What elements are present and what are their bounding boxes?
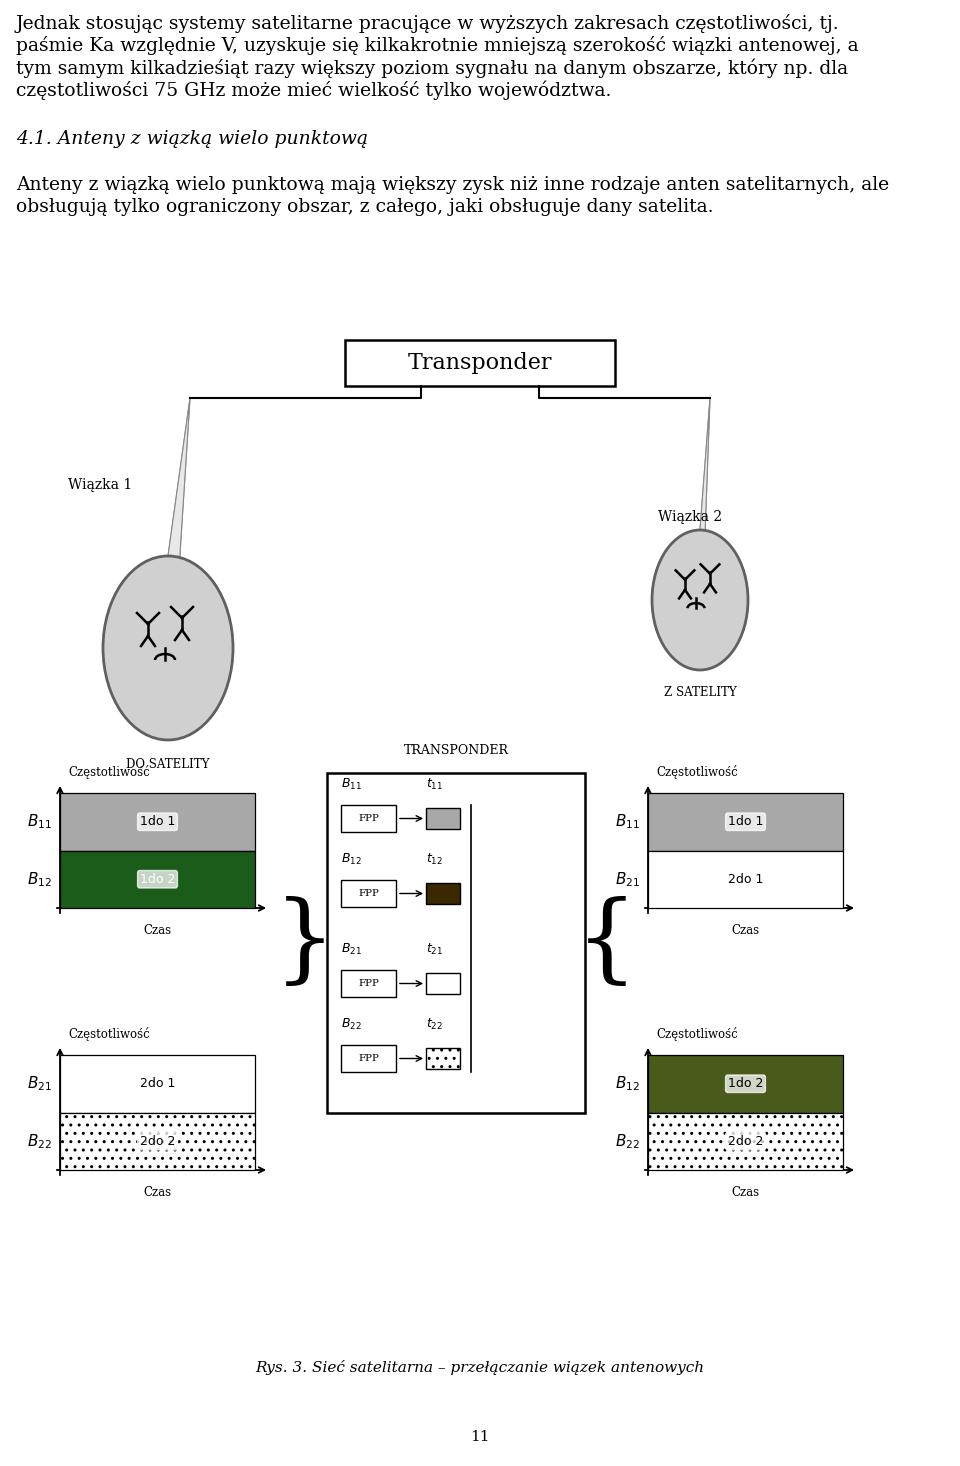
- Bar: [426, 1048, 460, 1069]
- Text: Częstotliwość: Częstotliwość: [68, 1028, 150, 1041]
- Text: 1do 1: 1do 1: [728, 815, 763, 828]
- Bar: [341, 970, 396, 997]
- Ellipse shape: [103, 556, 233, 740]
- Text: $B_{21}$: $B_{21}$: [27, 1075, 52, 1094]
- Text: $t_{12}$: $t_{12}$: [426, 852, 444, 866]
- Text: {: {: [576, 896, 638, 990]
- Bar: [648, 850, 843, 907]
- Bar: [60, 1113, 255, 1170]
- Text: 4.1. Anteny z wiązką wielo punktową: 4.1. Anteny z wiązką wielo punktową: [16, 130, 368, 148]
- Text: $t_{22}$: $t_{22}$: [426, 1017, 444, 1032]
- Text: Wiązka 1: Wiązka 1: [68, 478, 132, 493]
- Bar: [426, 808, 460, 828]
- Polygon shape: [103, 397, 190, 740]
- Text: Częstotliwość: Częstotliwość: [656, 765, 737, 778]
- Text: tym samym kilkadzieśiąt razy większy poziom sygnału na danym obszarze, który np.: tym samym kilkadzieśiąt razy większy poz…: [16, 59, 848, 78]
- Text: FPP: FPP: [358, 979, 379, 988]
- Bar: [60, 850, 255, 907]
- Text: paśmie Ka względnie V, uzyskuje się kilkakrotnie mniejszą szerokość wiązki anten: paśmie Ka względnie V, uzyskuje się kilk…: [16, 37, 858, 56]
- Bar: [345, 340, 615, 386]
- Text: 1do 1: 1do 1: [140, 815, 175, 828]
- Bar: [327, 773, 585, 1113]
- Text: 2do 2: 2do 2: [140, 1135, 175, 1148]
- Text: Z SATELITY: Z SATELITY: [663, 686, 736, 699]
- Text: 1do 2: 1do 2: [140, 872, 175, 885]
- Bar: [341, 880, 396, 907]
- Bar: [60, 1056, 255, 1113]
- Text: DO SATELITY: DO SATELITY: [127, 758, 209, 771]
- Text: $B_{11}$: $B_{11}$: [341, 777, 362, 792]
- Text: TRANSPONDER: TRANSPONDER: [403, 745, 509, 756]
- Text: 1do 2: 1do 2: [728, 1078, 763, 1091]
- Text: FPP: FPP: [358, 814, 379, 822]
- Text: 11: 11: [470, 1429, 490, 1444]
- Bar: [426, 883, 460, 905]
- Text: Częstotliwość: Częstotliwość: [68, 765, 150, 778]
- Text: $B_{11}$: $B_{11}$: [27, 812, 52, 831]
- Text: 2do 2: 2do 2: [728, 1135, 763, 1148]
- Text: $t_{21}$: $t_{21}$: [426, 941, 444, 957]
- Text: Czas: Czas: [143, 924, 172, 937]
- Bar: [648, 1056, 843, 1113]
- Bar: [648, 793, 843, 850]
- Text: częstotliwości 75 GHz może mieć wielkość tylko województwa.: częstotliwości 75 GHz może mieć wielkość…: [16, 81, 612, 100]
- Text: $B_{22}$: $B_{22}$: [615, 1132, 640, 1151]
- Text: Anteny z wiązką wielo punktową mają większy zysk niż inne rodzaje anten satelita: Anteny z wiązką wielo punktową mają więk…: [16, 176, 889, 194]
- Text: $B_{11}$: $B_{11}$: [615, 812, 640, 831]
- Text: $B_{21}$: $B_{21}$: [341, 941, 362, 957]
- Text: $B_{12}$: $B_{12}$: [341, 852, 362, 866]
- Text: }: }: [274, 896, 336, 990]
- Text: FPP: FPP: [358, 888, 379, 899]
- Polygon shape: [700, 397, 748, 670]
- Text: $B_{22}$: $B_{22}$: [27, 1132, 52, 1151]
- Polygon shape: [168, 397, 233, 740]
- Text: Rys. 3. Sieć satelitarna – przełączanie wiązek antenowych: Rys. 3. Sieć satelitarna – przełączanie …: [255, 1360, 705, 1375]
- Polygon shape: [652, 397, 710, 670]
- Text: Transponder: Transponder: [408, 352, 552, 374]
- Text: Częstotliwość: Częstotliwość: [656, 1028, 737, 1041]
- Text: Czas: Czas: [732, 1186, 759, 1199]
- Bar: [648, 1113, 843, 1170]
- Text: Wiązka 2: Wiązka 2: [658, 510, 722, 523]
- Bar: [341, 805, 396, 833]
- Bar: [60, 793, 255, 850]
- Text: $B_{21}$: $B_{21}$: [615, 869, 640, 888]
- Text: $B_{22}$: $B_{22}$: [341, 1017, 362, 1032]
- Text: Czas: Czas: [143, 1186, 172, 1199]
- Bar: [426, 973, 460, 994]
- Text: Jednak stosując systemy satelitarne pracujące w wyższych zakresach częstotliwośc: Jednak stosując systemy satelitarne prac…: [16, 15, 840, 34]
- Text: FPP: FPP: [358, 1054, 379, 1063]
- Text: $t_{11}$: $t_{11}$: [426, 777, 444, 792]
- Text: Czas: Czas: [732, 924, 759, 937]
- Text: $B_{12}$: $B_{12}$: [615, 1075, 640, 1094]
- Text: 2do 1: 2do 1: [728, 872, 763, 885]
- Text: 2do 1: 2do 1: [140, 1078, 175, 1091]
- Text: $B_{12}$: $B_{12}$: [27, 869, 52, 888]
- Bar: [341, 1045, 396, 1072]
- Text: obsługują tylko ograniczony obszar, z całego, jaki obsługuje dany satelita.: obsługują tylko ograniczony obszar, z ca…: [16, 198, 713, 216]
- Ellipse shape: [652, 531, 748, 670]
